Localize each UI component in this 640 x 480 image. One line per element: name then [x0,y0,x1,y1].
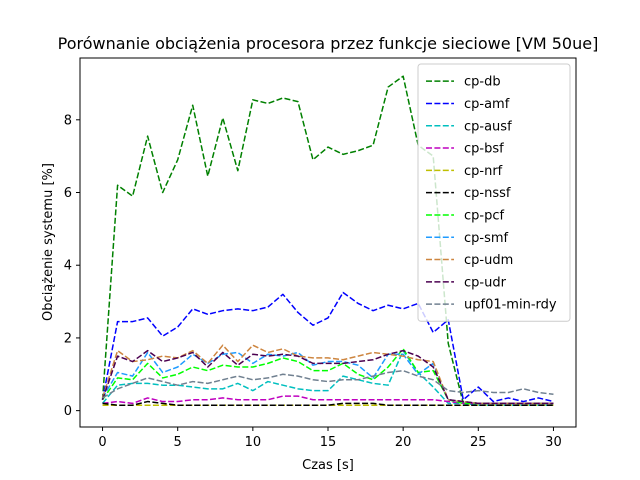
legend-label-cp-ausf: cp-ausf [464,119,512,134]
series-line-cp-amf [101,291,554,403]
legend-label-cp-udr: cp-udr [464,275,507,290]
x-tick-label: 20 [395,435,412,450]
y-tick-label: 8 [64,113,72,128]
y-tick-label: 0 [64,404,72,419]
y-tick-label: 6 [64,186,72,201]
legend-frame [417,63,571,322]
legend: cp-db cp-amf cp-ausf cp-bsf cp-nrf cp-nssf cp-… [417,63,571,322]
y-axis: 0 2 4 6 8 [64,113,80,419]
x-tick-label: 25 [470,435,487,450]
legend-label-cp-amf: cp-amf [464,97,510,112]
x-tick-label: 30 [545,435,562,450]
series-line-cp-ausf [101,349,554,406]
legend-label-cp-pcf: cp-pcf [464,208,504,223]
series-layer [101,75,554,406]
series-line-upf01-min-rdy [102,369,554,399]
series-line-cp-nssf [102,400,554,406]
legend-label-cp-nssf: cp-nssf [464,186,511,201]
legend-label-upf01-min-rdy: upf01-min-rdy [464,298,557,313]
x-axis: 0 5 10 15 20 25 30 [98,427,562,450]
series-line-cp-udr [101,349,554,405]
legend-label-cp-nrf: cp-nrf [464,164,503,179]
y-tick-label: 2 [64,331,72,346]
legend-label-cp-bsf: cp-bsf [464,142,504,157]
x-tick-label: 5 [174,435,182,450]
x-axis-label: Czas [s] [302,458,354,473]
x-tick-label: 15 [320,435,337,450]
legend-label-cp-udm: cp-udm [464,253,513,268]
legend-label-cp-smf: cp-smf [464,231,509,246]
x-tick-label: 10 [245,435,262,450]
x-tick-label: 0 [98,435,106,450]
y-tick-label: 4 [64,259,72,274]
chart-title: Porównanie obciążenia procesora przez fu… [58,34,599,53]
y-axis-label: Obciążenie systemu [%] [41,163,56,321]
legend-label-cp-db: cp-db [464,75,501,90]
